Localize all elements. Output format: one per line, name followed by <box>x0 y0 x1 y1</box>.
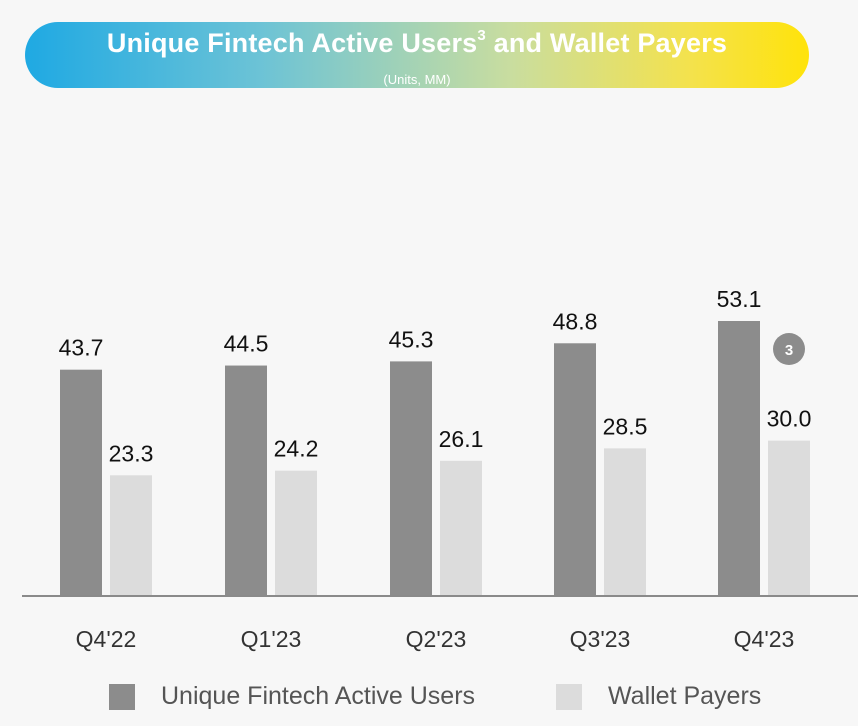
data-label-active-users: 44.5 <box>224 331 269 357</box>
x-tick-label: Q3'23 <box>570 626 631 652</box>
chart-title-footnote: 3 <box>477 27 486 44</box>
chart-title-main: Unique Fintech Active Users <box>106 28 478 58</box>
bar-active-users <box>225 365 267 596</box>
data-label-active-users: 53.1 <box>717 286 762 312</box>
chart-subtitle: (Units, MM) <box>383 72 451 87</box>
data-label-wallet-payers: 26.1 <box>439 426 484 452</box>
x-tick-label: Q4'23 <box>734 626 795 652</box>
legend-label-active-users: Unique Fintech Active Users <box>161 682 476 710</box>
footnote-badge <box>773 333 805 365</box>
bar-wallet-payers <box>768 440 810 596</box>
data-label-wallet-payers: 30.0 <box>767 406 812 432</box>
chart-title-rest: and Wallet Payers <box>485 28 728 58</box>
data-label-active-users: 48.8 <box>553 308 598 334</box>
bar-active-users <box>60 369 102 596</box>
legend-swatch-wallet-payers <box>556 683 582 710</box>
x-tick-label: Q2'23 <box>406 626 467 652</box>
data-label-wallet-payers: 28.5 <box>603 413 648 439</box>
data-label-wallet-payers: 23.3 <box>109 440 154 466</box>
x-tick-label: Q1'23 <box>241 626 302 652</box>
bar-active-users <box>554 343 596 596</box>
bar-active-users <box>718 321 760 596</box>
data-label-active-users: 43.7 <box>59 335 104 361</box>
legend-label-wallet-payers: Wallet Payers <box>608 682 762 710</box>
legend-item-wallet-payers: Wallet Payers <box>556 682 761 711</box>
data-label-wallet-payers: 24.2 <box>274 436 319 462</box>
chart-legend: Unique Fintech Active Users Wallet Payer… <box>0 682 858 722</box>
x-tick-label: Q4'22 <box>76 626 137 652</box>
chart-title-banner: Unique Fintech Active Users3 and Wallet … <box>25 22 809 88</box>
bar-wallet-payers <box>440 460 482 596</box>
legend-swatch-active-users <box>109 683 135 710</box>
legend-item-active-users: Unique Fintech Active Users <box>109 682 475 711</box>
bar-chart: 43.7 23.3 Q4'22 44.5 24.2 Q1'23 45.3 26.1 Q2'23 4… <box>22 286 858 652</box>
bar-wallet-payers <box>110 475 152 596</box>
chart-title: Unique Fintech Active Users3 and Wallet … <box>25 27 809 59</box>
bar-wallet-payers <box>275 470 317 596</box>
data-label-active-users: 45.3 <box>389 326 434 352</box>
bar-wallet-payers <box>604 448 646 596</box>
bar-active-users <box>390 361 432 596</box>
footnote-badge-label: 3 <box>785 342 793 359</box>
